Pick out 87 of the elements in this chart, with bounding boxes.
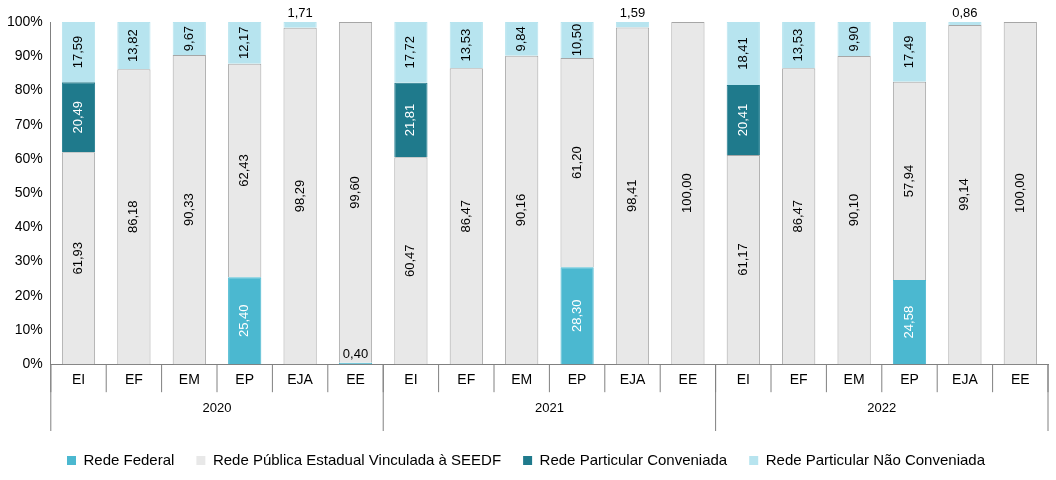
- data-label: 90,10: [845, 193, 861, 227]
- data-label: 61,17: [734, 243, 750, 276]
- y-tick-label: 100%: [6, 12, 43, 29]
- data-label: 98,29: [291, 179, 307, 213]
- y-tick-label: 20%: [14, 286, 43, 303]
- x-tick-label: EI: [71, 371, 86, 388]
- data-label: 13,53: [457, 28, 473, 62]
- bar: [61, 22, 96, 83]
- data-label: 86,47: [790, 199, 806, 233]
- data-label: 100,00: [1011, 173, 1027, 213]
- text: 2020: [202, 399, 232, 415]
- data-label: 20,49: [70, 100, 86, 134]
- bar: [726, 85, 760, 155]
- data-label: 62,43: [236, 154, 252, 187]
- bar: [394, 82, 428, 158]
- data-label: 25,40: [236, 304, 252, 338]
- bar: [560, 267, 594, 365]
- data-label: 9,84: [513, 26, 529, 52]
- data-label: 18,41: [734, 37, 750, 70]
- x-tick-label: EE: [1010, 371, 1030, 388]
- data-label: 13,53: [790, 28, 806, 62]
- data-label: 86,18: [125, 200, 141, 234]
- data-label: 99,60: [347, 176, 363, 209]
- bar: [892, 22, 927, 82]
- data-label: 17,59: [70, 35, 86, 69]
- text: 2021: [534, 399, 564, 415]
- data-label: 61,93: [70, 241, 86, 275]
- x-tick-label: EM: [843, 371, 865, 388]
- data-label: 0,86: [952, 5, 978, 21]
- bar: [228, 277, 262, 365]
- x-tick-label: EI: [736, 371, 750, 388]
- x-tick-label: EP: [900, 371, 919, 388]
- y-tick-label: 80%: [14, 81, 43, 98]
- data-label: 20,41: [734, 103, 750, 137]
- text: 2022: [867, 399, 897, 415]
- data-label: 61,20: [568, 146, 584, 179]
- y-tick-label: 40%: [14, 218, 43, 235]
- y-tick-label: 10%: [14, 320, 43, 337]
- data-label: 90,33: [180, 193, 196, 226]
- data-label: 1,71: [287, 5, 313, 21]
- x-tick-label: EF: [124, 371, 143, 388]
- x-tick-label: EM: [178, 371, 200, 388]
- data-label: 17,49: [901, 35, 917, 69]
- y-tick-label: 0%: [22, 355, 43, 372]
- legend-label: Rede Particular Conveniada: [539, 450, 728, 468]
- data-label: 57,94: [901, 164, 917, 198]
- legend-label: Rede Particular Não Conveniada: [765, 450, 986, 468]
- x-tick-label: EM: [511, 371, 533, 388]
- x-tick-label: EI: [404, 371, 418, 388]
- x-tick-label: EE: [678, 371, 698, 388]
- x-tick-label: EF: [457, 371, 476, 388]
- y-tick-label: 90%: [14, 47, 43, 64]
- y-tick-label: 60%: [14, 149, 43, 166]
- data-label: 28,30: [568, 299, 584, 333]
- data-label: 86,47: [457, 199, 473, 233]
- data-label: 0,40: [342, 345, 369, 361]
- legend-label: Rede Pública Estadual Vinculada à SEEDF: [212, 450, 502, 468]
- data-label: 9,67: [180, 25, 196, 52]
- data-label: 1,59: [619, 5, 646, 21]
- data-label: 99,14: [956, 178, 972, 211]
- data-label: 24,58: [901, 305, 917, 339]
- data-label: 12,17: [236, 26, 252, 60]
- x-tick-label: EF: [789, 371, 808, 388]
- bar: [726, 22, 760, 86]
- data-label: 10,50: [568, 23, 584, 57]
- x-tick-label: EJA: [952, 371, 979, 388]
- data-label: 9,90: [845, 26, 861, 52]
- bar: [61, 82, 96, 153]
- x-tick-label: EP: [235, 371, 255, 388]
- data-label: 60,47: [402, 244, 418, 278]
- bar: [117, 22, 151, 70]
- data-label: 98,41: [624, 179, 640, 213]
- data-label: 13,82: [125, 29, 141, 62]
- data-label: 17,72: [402, 36, 418, 69]
- bar: [892, 280, 927, 365]
- x-tick-label: EP: [567, 371, 587, 388]
- x-tick-label: EE: [346, 371, 365, 388]
- data-label: 21,81: [402, 103, 418, 137]
- bar: [394, 22, 428, 83]
- legend-label: Rede Federal: [83, 450, 175, 468]
- y-tick-label: 70%: [14, 115, 43, 132]
- x-tick-label: EJA: [287, 371, 314, 388]
- y-tick-label: 50%: [14, 183, 43, 200]
- y-tick-label: 30%: [14, 252, 43, 269]
- data-label: 100,00: [679, 173, 695, 213]
- data-label: 90,16: [513, 193, 529, 227]
- x-tick-label: EJA: [619, 371, 646, 388]
